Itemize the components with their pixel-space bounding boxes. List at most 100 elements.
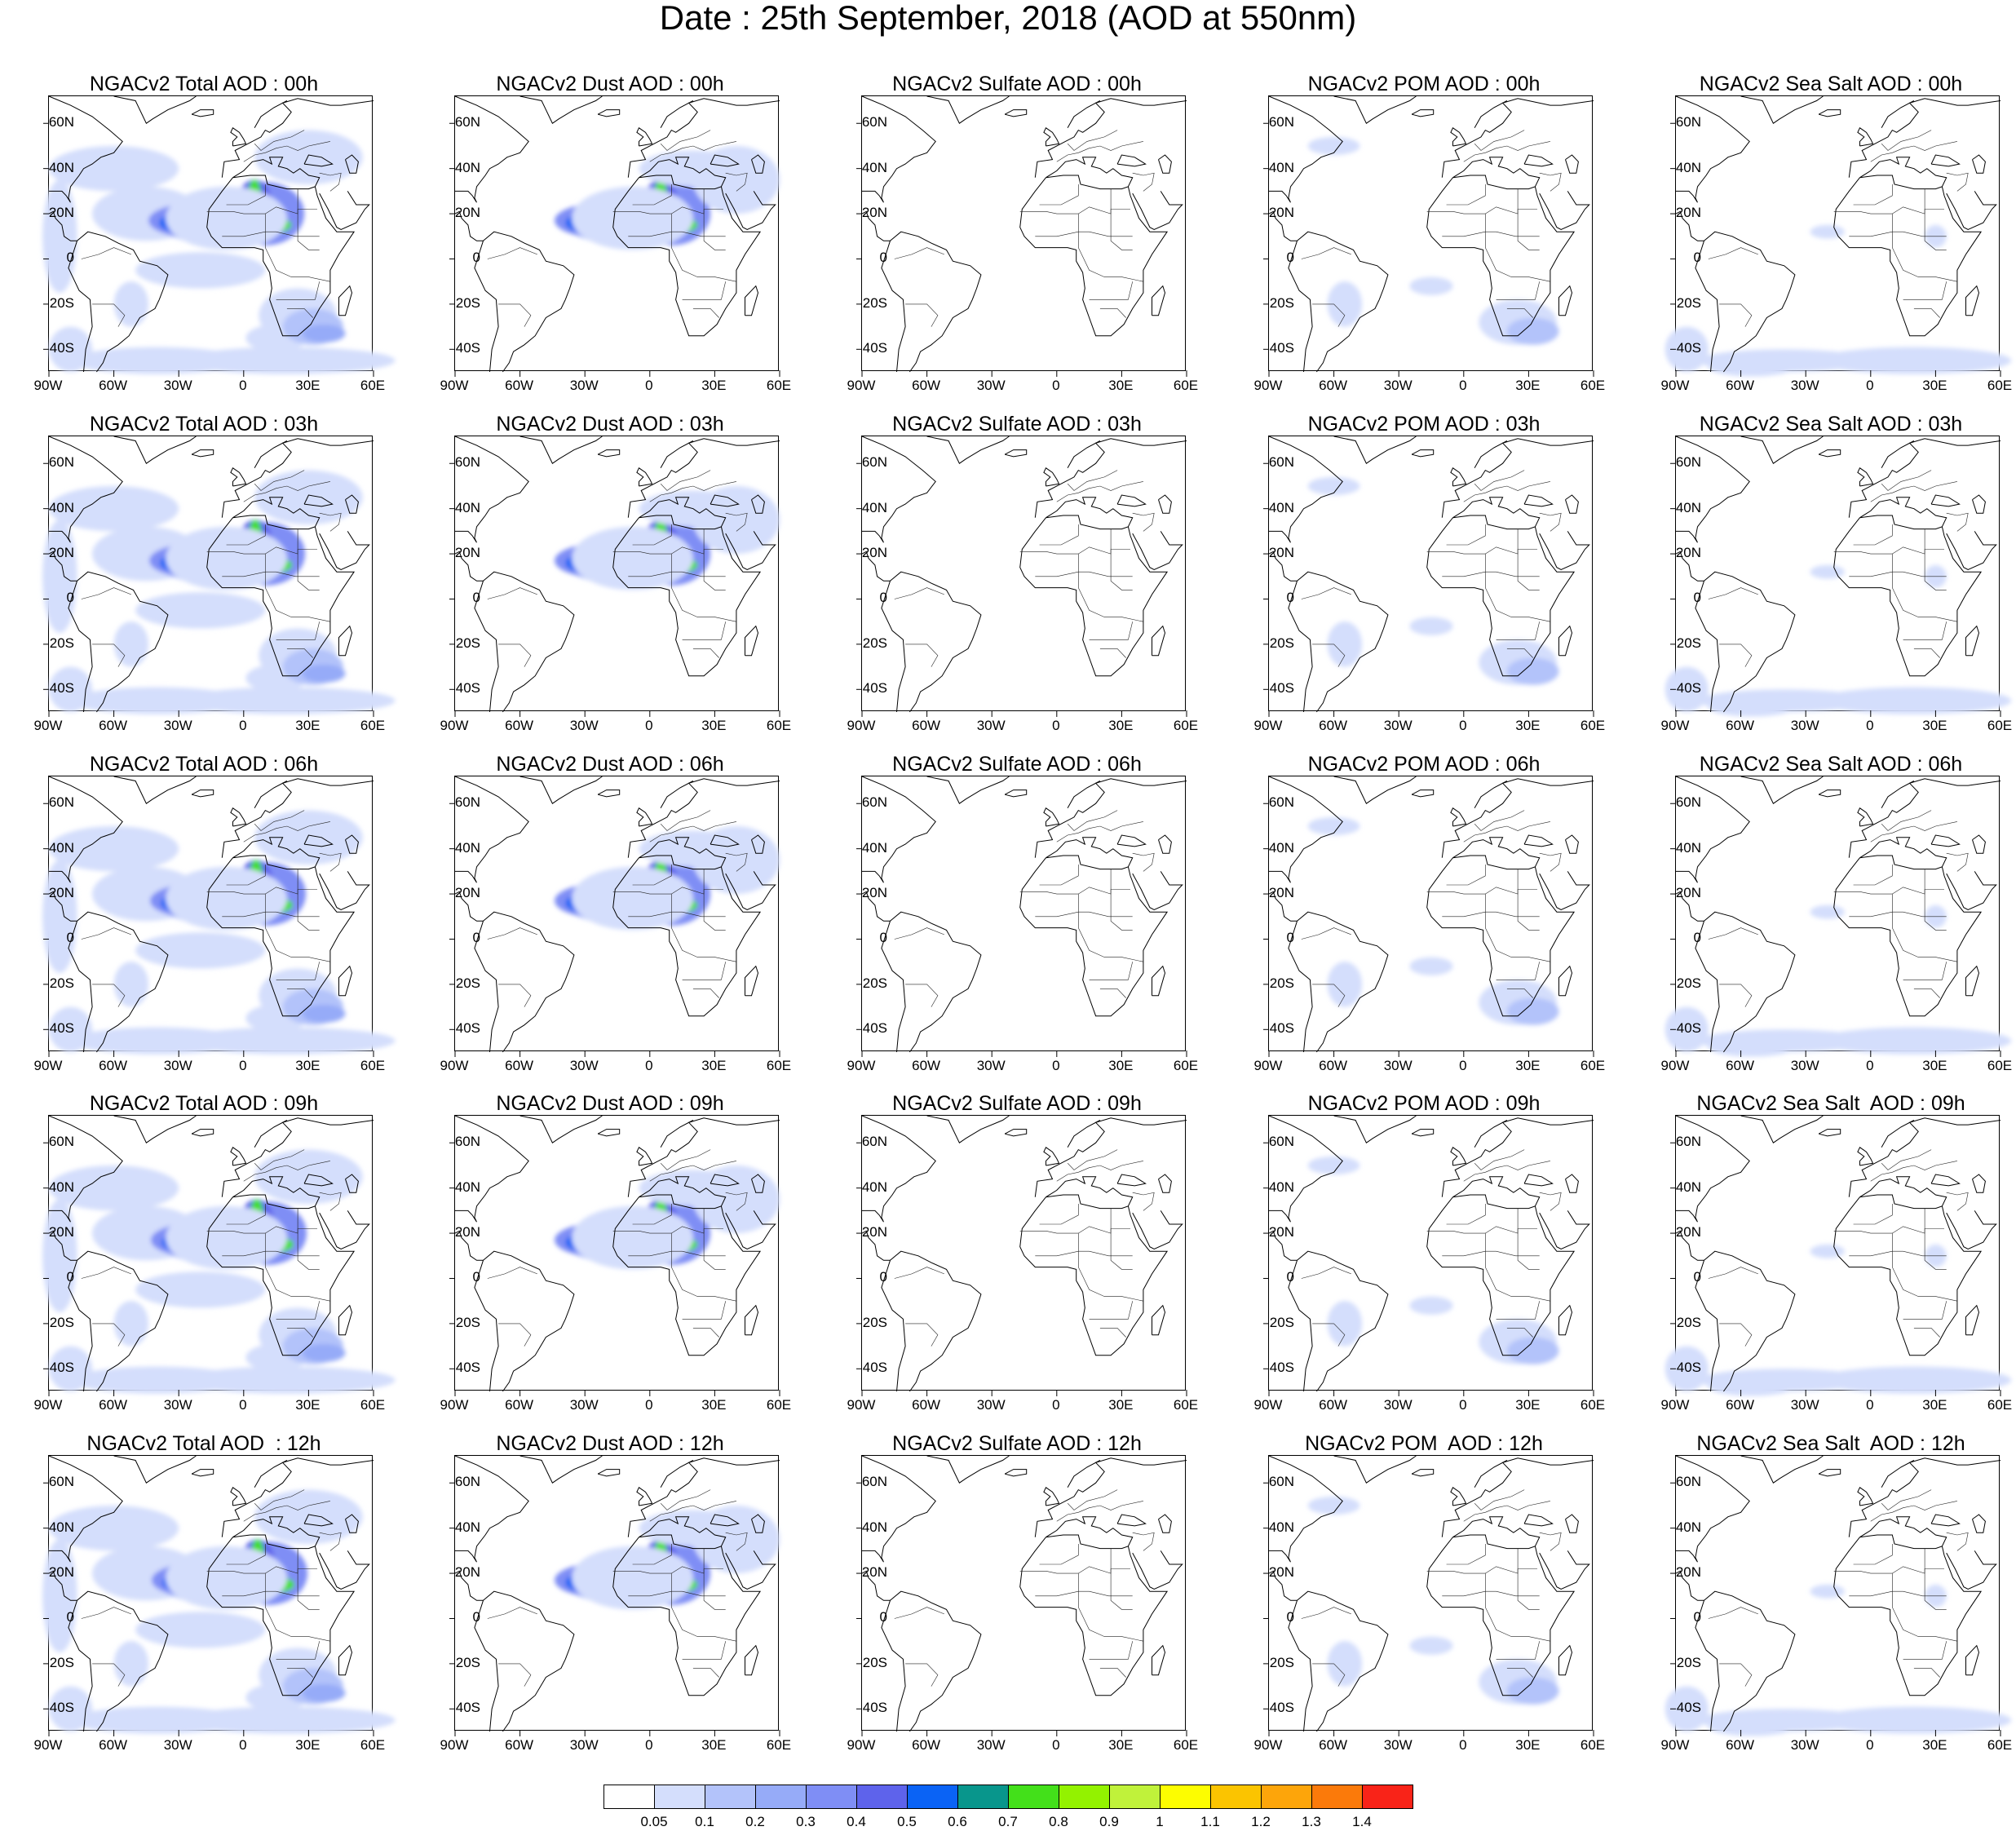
aod-contour	[49, 1006, 93, 1052]
aod-contour	[1665, 1686, 1709, 1731]
lat-tick-label: 0	[1693, 1609, 1701, 1625]
lat-tick-label: 40N	[861, 839, 887, 856]
lon-tick-label: 30E	[295, 718, 321, 733]
lon-tick-label: 30E	[1108, 1737, 1134, 1753]
lon-tick-label: 30W	[1383, 1397, 1413, 1413]
aod-contour	[1327, 281, 1363, 327]
lat-tick-label: 40S	[455, 1020, 480, 1037]
aod-contour	[179, 687, 396, 714]
lat-tick-label: 20S	[862, 1654, 887, 1670]
aod-map	[856, 436, 1187, 717]
lat-tick-label: 0	[1286, 590, 1294, 606]
lon-tick-label: 0	[239, 1397, 247, 1413]
lat-tick-label: 20N	[1268, 545, 1294, 561]
lat-tick-label: 0	[66, 1609, 74, 1625]
lat-tick-label: 20S	[1269, 975, 1294, 991]
lon-tick-label: 60E	[1580, 1737, 1606, 1753]
lat-tick-label: 60N	[48, 114, 74, 130]
lat-tick-label: 0	[472, 590, 480, 606]
colorbar-label: 0.8	[1049, 1814, 1068, 1829]
lon-tick-label: 30W	[1790, 1397, 1819, 1413]
aod-contour	[113, 621, 149, 667]
aod-contour	[1307, 816, 1360, 836]
lon-tick-label: 60W	[1726, 1397, 1755, 1413]
aod-contour	[1665, 666, 1709, 712]
lon-tick-label: 0	[1866, 1058, 1874, 1073]
coastlines	[861, 776, 1187, 1053]
lat-tick-label: 40N	[48, 159, 74, 175]
lon-tick-label: 30E	[1515, 718, 1541, 733]
lon-tick-label: 30E	[295, 1058, 321, 1073]
lon-tick-label: 90W	[440, 378, 469, 393]
aod-contour	[1816, 347, 2012, 374]
panel-title: NGACv2 Dust AOD : 06h	[496, 753, 724, 776]
lat-tick-label: 0	[1693, 250, 1701, 266]
aod-contour	[692, 1165, 780, 1234]
lat-tick-label: 0	[879, 930, 887, 946]
aod-contour	[49, 485, 179, 532]
coastlines	[454, 1455, 780, 1732]
lat-tick-label: 60N	[861, 114, 887, 130]
colorbar-label: 1.4	[1352, 1814, 1372, 1829]
lat-tick-label: 60N	[454, 1474, 480, 1490]
lon-tick-label: 60E	[360, 1397, 386, 1413]
aod-map	[1665, 95, 2012, 377]
aod-contour	[302, 1343, 346, 1362]
map-frame	[856, 1455, 1187, 1736]
lat-tick-label: 40S	[1269, 1700, 1294, 1716]
aod-contour	[166, 186, 287, 250]
lon-tick-label: 60W	[1726, 1058, 1755, 1073]
lon-tick-label: 60E	[1987, 1737, 2013, 1753]
lat-tick-label: 0	[879, 250, 887, 266]
lon-tick-label: 60W	[99, 718, 128, 733]
lat-tick-label: 20N	[454, 205, 480, 221]
colorbar-label: 1.1	[1200, 1814, 1220, 1829]
colorbar-label: 0.2	[745, 1814, 765, 1829]
aod-contour	[1409, 957, 1453, 975]
lon-tick-label: 60W	[505, 718, 534, 733]
panel-title: NGACv2 Sea Salt AOD : 12h	[1696, 1432, 1965, 1455]
lat-tick-label: 60N	[48, 454, 74, 471]
page-title: Date : 25th September, 2018 (AOD at 550n…	[659, 0, 1357, 37]
lon-tick-label: 0	[239, 378, 247, 393]
aod-contour	[49, 1346, 93, 1391]
aod-contour	[1409, 1636, 1453, 1655]
lon-tick-label: 0	[645, 378, 653, 393]
lat-tick-label: 20S	[49, 975, 74, 991]
lat-tick-label: 40S	[1676, 1020, 1701, 1037]
lon-tick-label: 90W	[33, 378, 63, 393]
map-frame	[449, 95, 780, 377]
map-frame	[1665, 776, 2012, 1057]
map-panel-total-3: NGACv2 Total AOD : 09h 60N 40N 20N 0 20S 40S 90…	[0, 1091, 408, 1430]
lon-tick-label: 60W	[1726, 378, 1755, 393]
lat-tick-label: 40S	[862, 340, 887, 356]
aod-map	[1263, 436, 1594, 717]
lat-tick-label: 40N	[454, 839, 480, 856]
lat-tick-label: 40N	[454, 159, 480, 175]
coastlines	[861, 95, 1187, 373]
lon-tick-label: 90W	[440, 1737, 469, 1753]
lon-tick-label: 60W	[505, 1058, 534, 1073]
lon-tick-label: 90W	[1253, 718, 1283, 733]
lat-tick-label: 40S	[455, 1360, 480, 1376]
lat-tick-label: 20S	[1676, 975, 1701, 991]
aod-contour	[49, 1165, 179, 1211]
aod-contour	[113, 1301, 149, 1347]
lon-tick-label: 30E	[295, 378, 321, 393]
aod-contour	[1307, 136, 1360, 156]
panel-title: NGACv2 POM AOD : 09h	[1307, 1092, 1541, 1115]
lon-tick-label: 0	[1052, 1397, 1060, 1413]
panel-title: NGACv2 Total AOD : 06h	[89, 753, 319, 776]
lat-tick-label: 20S	[455, 1654, 480, 1670]
lon-tick-label: 30W	[1383, 378, 1413, 393]
lon-tick-label: 30E	[1108, 1058, 1134, 1073]
coastlines	[1675, 1455, 2001, 1732]
lon-tick-label: 0	[1459, 1058, 1467, 1073]
lat-tick-label: 20S	[1269, 1654, 1294, 1670]
lat-tick-label: 20N	[1675, 1564, 1701, 1581]
aod-contour	[1327, 621, 1363, 667]
lat-tick-label: 20S	[862, 975, 887, 991]
lat-tick-label: 0	[1286, 1269, 1294, 1285]
aod-contour	[1665, 1346, 1709, 1391]
lat-tick-label: 40N	[861, 1519, 887, 1535]
